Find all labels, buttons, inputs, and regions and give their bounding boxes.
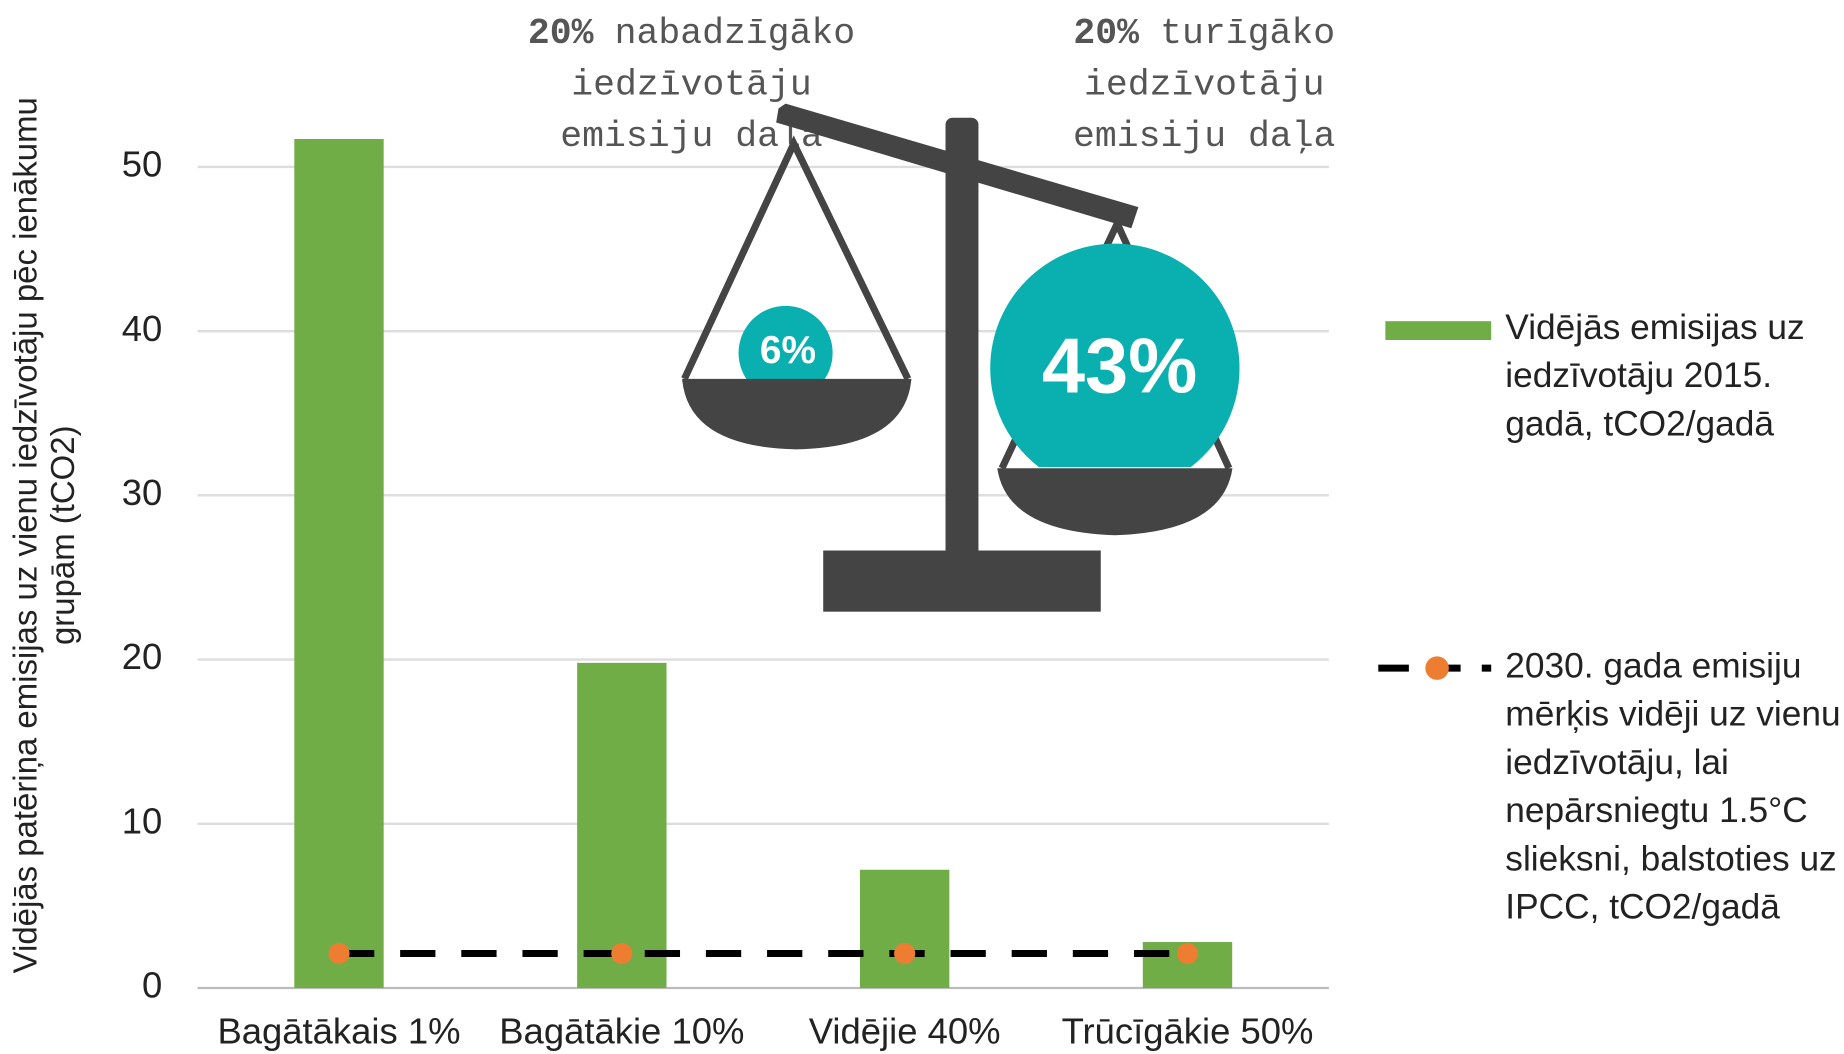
y-tick-label: 40 [122,308,163,349]
annotation-text: turīgāko [1160,13,1335,54]
legend-label-box: Vidējās emisijas uz iedzīvotāju 2015. ga… [1505,304,1844,516]
legend-label-box: 2030. gada emisiju mērķis vidēji uz vien… [1505,642,1844,1054]
target-marker [328,943,349,964]
y-tick-label: 30 [122,472,163,513]
bar [577,663,666,988]
y-tick-label: 50 [122,144,163,185]
share-label: 43% [1042,323,1197,409]
legend-swatch [1385,321,1491,340]
scale-post [946,118,979,565]
scale-icon: 6% 43% [682,104,1239,612]
annotation-text: nabadzīgāko [615,13,856,54]
plot: 0 10 20 30 40 50 Vidējās patēriņa emisijas uz … [7,53,1329,1051]
annotation-emphasis: 20% [528,13,594,54]
target-marker [894,943,915,964]
y-axis-label: Vidējās patēriņa emisijas uz vienu iedzī… [7,53,82,1017]
share-label: 6% [760,329,816,372]
x-tick-label: Trūcīgākie 50% [1062,1010,1314,1051]
chart: 0 10 20 30 40 50 Vidējās patēriņa emisijas uz … [0,0,1844,1054]
annotation-line: iedzīvotāju [1084,64,1325,105]
legend-marker [1425,656,1449,680]
scale-pan [682,379,911,450]
scale-base [823,551,1101,612]
scale-pan [997,468,1232,535]
annotations: 20% nabadzīgāko iedzīvotāju emisiju daļa 20%… [528,13,1336,157]
legend-label: Vidējās emisijas uz iedzīvotāju 2015. ga… [1505,304,1844,449]
x-tick-label: Bagātākais 1% [217,1010,460,1051]
y-tick-label: 0 [142,965,162,1006]
y-tick-label: 10 [122,800,163,841]
annotation-line: iedzīvotāju [571,64,812,105]
legend: Vidējās emisijas uz iedzīvotāju 2015. ga… [1378,304,1844,1054]
x-tick-label: Bagātākie 10% [499,1010,744,1051]
target-marker [611,943,632,964]
annotation-line: 20% turīgāko [1073,13,1335,54]
y-tick-label: 20 [122,636,163,677]
bar [860,870,949,988]
annotation-line: 20% nabadzīgāko [528,13,855,54]
annotation-line: emisiju daļa [1073,116,1335,157]
page: 0 10 20 30 40 50 Vidējās patēriņa emisijas uz … [0,0,1844,1054]
bar [294,139,383,988]
target-marker [1177,943,1198,964]
annotation-emphasis: 20% [1073,13,1139,54]
x-tick-label: Vidējie 40% [809,1010,1001,1051]
legend-label: 2030. gada emisiju mērķis vidēji uz vien… [1505,642,1844,931]
y-axis-label-box: Vidējās patēriņa emisijas uz vienu iedzī… [7,53,125,1017]
